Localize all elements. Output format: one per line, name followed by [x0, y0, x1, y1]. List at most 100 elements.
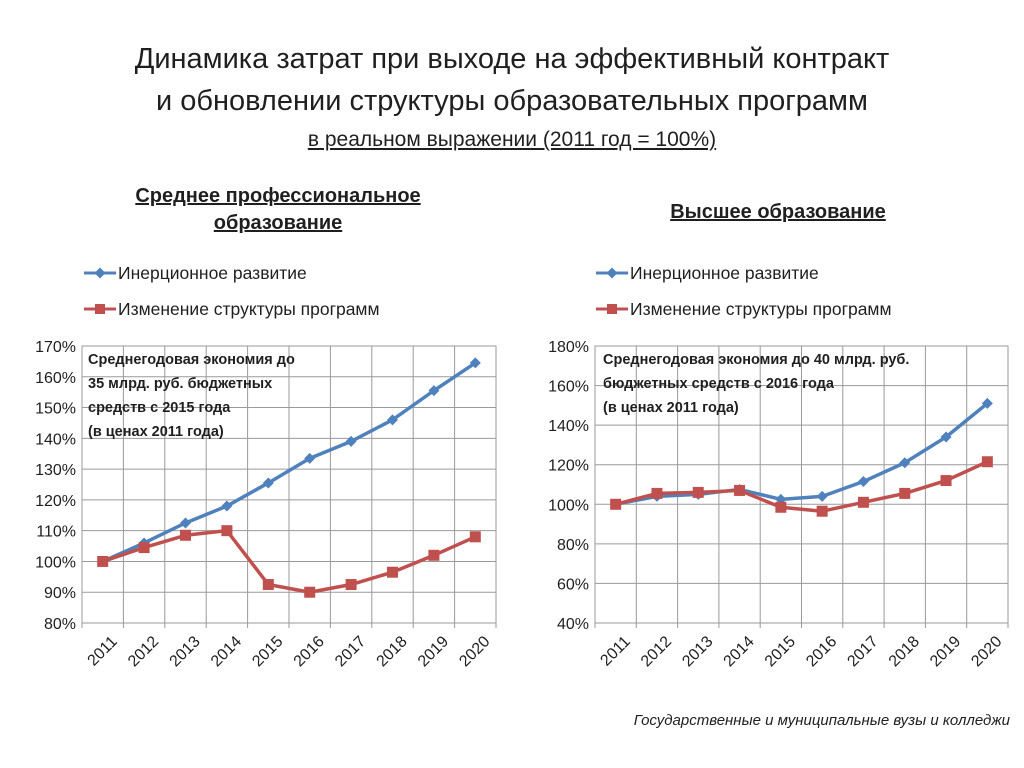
- chart-1-legend-item-inertial: Инерционное развитие: [84, 255, 380, 291]
- y-tick-label: 140%: [548, 418, 589, 435]
- data-point-diamond: [345, 435, 357, 447]
- legend-label: Изменение структуры программ: [118, 298, 380, 319]
- red-square-line-icon: [84, 304, 116, 314]
- data-point-square: [428, 549, 440, 561]
- x-tick-label: 2019: [415, 633, 452, 670]
- blue-diamond-line-icon: [596, 267, 628, 279]
- x-tick-label: 2013: [679, 633, 716, 670]
- data-point-diamond: [180, 517, 191, 529]
- chart-1-plot: 80% 90% 100% 110% 120% 130% 140% 150% 160% 170% 20…: [35, 339, 497, 670]
- data-point-diamond: [221, 500, 233, 512]
- x-tick-label: 2014: [721, 633, 758, 670]
- legend-label: Инерционное развитие: [630, 262, 819, 283]
- y-tick-label: 100%: [548, 497, 589, 514]
- legend-label: Изменение структуры программ: [630, 298, 892, 319]
- series-line-inertial: [615, 402, 989, 507]
- x-tick-label: 2011: [85, 633, 121, 669]
- page-title: Динамика затрат при выходе на эффективны…: [0, 38, 1024, 122]
- x-tick-label: 2016: [803, 633, 840, 670]
- data-point-diamond: [304, 452, 316, 464]
- data-point-square: [981, 456, 993, 468]
- y-tick-label: 180%: [548, 339, 589, 356]
- data-point-square: [221, 525, 233, 537]
- data-point-square: [651, 487, 663, 499]
- data-point-diamond: [981, 397, 993, 409]
- y-tick-label: 100%: [35, 554, 76, 571]
- data-point-square: [734, 484, 746, 496]
- x-tick-label: 2019: [927, 633, 964, 670]
- x-tick-label: 2017: [332, 633, 369, 670]
- page-subtitle: в реальном выражении (2011 год = 100%): [307, 128, 717, 151]
- series-line-structure: [615, 460, 989, 513]
- x-tick-label: 2020: [456, 633, 493, 670]
- x-tick-label: 2015: [249, 633, 286, 670]
- chart-2-title: Высшее образование: [670, 201, 886, 223]
- y-tick-label: 170%: [35, 339, 76, 356]
- page-title-line-2: и обновлении структуры образовательных п…: [156, 85, 868, 117]
- data-point-diamond: [428, 385, 440, 397]
- chart-1-legend: Инерционное развитие Изменение структуры…: [84, 255, 380, 327]
- red-square-line-icon: [596, 304, 628, 314]
- annotation-line: (в ценах 2011 года): [603, 400, 739, 416]
- y-tick-label: 150%: [35, 401, 76, 418]
- data-point-square: [304, 586, 316, 598]
- data-point-diamond: [940, 431, 952, 443]
- footer-note: Государственные и муниципальные вузы и к…: [633, 712, 1010, 729]
- data-point-diamond: [857, 476, 869, 488]
- data-point-square: [692, 486, 704, 498]
- annotation-line: бюджетных средств с 2016 года: [603, 376, 834, 392]
- x-tick-label: 2020: [968, 633, 1005, 670]
- annotation-line: Среднегодовая экономия до: [88, 352, 295, 368]
- y-tick-label: 80%: [44, 616, 76, 633]
- legend-label: Инерционное развитие: [118, 262, 307, 283]
- series-line-structure: [102, 528, 477, 594]
- x-tick-label: 2018: [886, 633, 923, 670]
- chart-2-legend: Инерционное развитие Изменение структуры…: [596, 255, 892, 327]
- data-point-square: [775, 501, 787, 513]
- y-tick-label: 140%: [35, 431, 76, 448]
- x-tick-label: 2016: [291, 633, 328, 670]
- y-tick-label: 130%: [35, 462, 76, 479]
- y-tick-label: 40%: [557, 616, 589, 633]
- data-point-square: [610, 498, 622, 510]
- data-point-square: [940, 475, 952, 487]
- chart-2-legend-item-inertial: Инерционное развитие: [596, 255, 892, 291]
- y-tick-label: 90%: [44, 585, 76, 602]
- x-tick-label: 2012: [125, 633, 162, 670]
- x-tick-label: 2014: [208, 633, 245, 670]
- chart-1-annotation: Среднегодовая экономия до 35 млрд. руб. …: [88, 348, 295, 444]
- data-point-diamond: [387, 414, 398, 426]
- y-tick-label: 160%: [548, 379, 589, 396]
- y-tick-label: 80%: [557, 537, 589, 554]
- annotation-line: 35 млрд. руб. бюджетных: [88, 376, 273, 392]
- data-point-square: [97, 555, 109, 567]
- data-point-square: [387, 566, 398, 578]
- y-tick-label: 60%: [557, 576, 589, 593]
- chart-1-legend-item-structure: Изменение структуры программ: [84, 291, 380, 327]
- data-point-square: [345, 579, 357, 591]
- data-point-square: [469, 531, 481, 543]
- annotation-line: средств с 2015 года: [88, 400, 231, 416]
- x-tick-label: 2013: [166, 633, 203, 670]
- data-point-diamond: [469, 357, 481, 369]
- x-tick-label: 2011: [597, 633, 633, 669]
- blue-diamond-line-icon: [84, 267, 116, 279]
- data-point-square: [180, 529, 191, 541]
- x-tick-label: 2015: [762, 633, 799, 670]
- data-point-diamond: [262, 477, 274, 489]
- chart-2-plot: 40%60%80%100%120%140%160%180%2011 2012 201…: [548, 339, 1009, 670]
- x-tick-label: 2017: [844, 633, 881, 670]
- y-tick-label: 120%: [548, 458, 589, 475]
- data-point-square: [899, 487, 911, 499]
- x-tick-label: 2018: [373, 633, 410, 670]
- x-tick-label: 2012: [638, 633, 675, 670]
- annotation-line: Среднегодовая экономия до 40 млрд. руб.: [603, 352, 910, 368]
- y-tick-label: 160%: [35, 370, 76, 387]
- chart-1-title: Среднее профессиональное образование: [135, 185, 421, 234]
- series-line-inertial: [101, 361, 477, 564]
- y-tick-label: 110%: [36, 524, 76, 541]
- chart-2-annotation: Среднегодовая экономия до 40 млрд. руб. …: [603, 348, 909, 420]
- annotation-line: (в ценах 2011 года): [88, 424, 224, 440]
- data-point-diamond: [899, 457, 911, 469]
- data-point-square: [857, 496, 869, 508]
